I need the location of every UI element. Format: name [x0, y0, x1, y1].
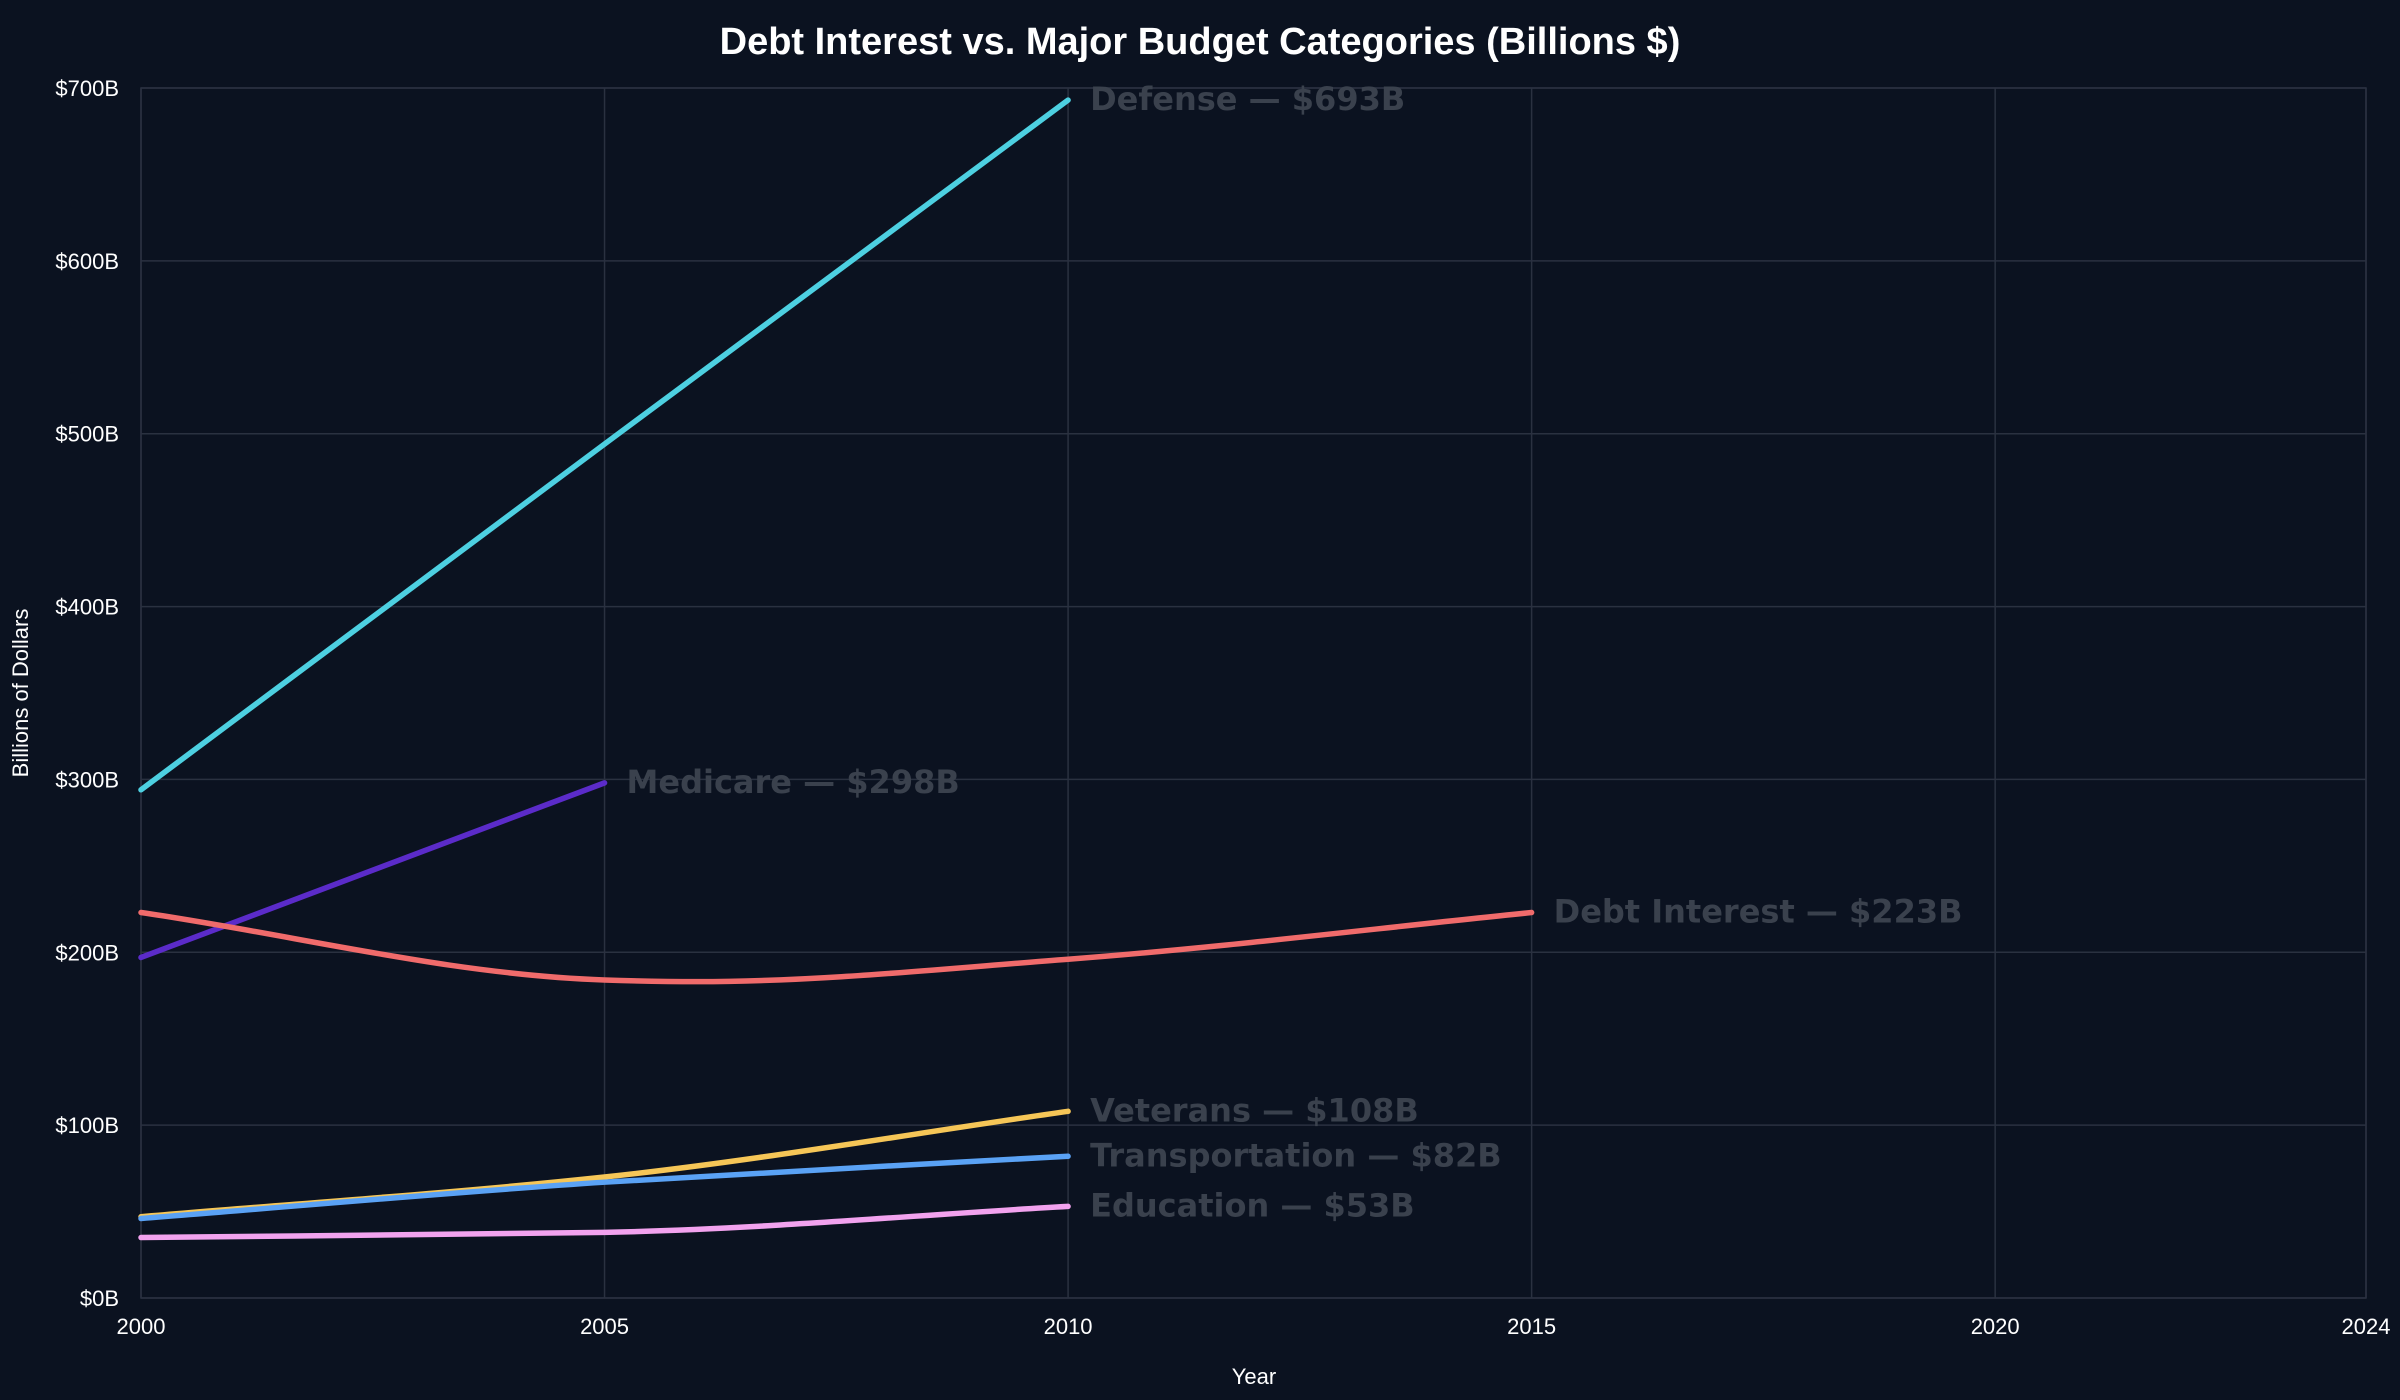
series-line-medicare	[138, 780, 608, 961]
y-tick-label: $100B	[55, 1113, 119, 1138]
end-label-education: Education — $53B	[1090, 1186, 1415, 1224]
x-tick-label: 2010	[1044, 1314, 1093, 1339]
end-label-veterans: Veterans — $108B	[1090, 1091, 1419, 1129]
y-tick-label: $600B	[55, 249, 119, 274]
plot-frame	[140, 87, 2367, 1299]
y-tick-label: $300B	[55, 767, 119, 792]
y-tick-label: $200B	[55, 940, 119, 965]
y-tick-label: $400B	[55, 595, 119, 620]
x-tick-label: 2015	[1507, 1314, 1556, 1339]
tick-labels: 2000 2005 2010 2015 2020 2024 $0B $100B $200B $30…	[55, 76, 2390, 1339]
end-label-defense: Defense — $693B	[1090, 80, 1405, 118]
series-line-defense	[138, 97, 1071, 793]
chart-title: Debt Interest vs. Major Budget Categorie…	[720, 21, 1681, 63]
series-line-transportation	[138, 1153, 1071, 1222]
y-tick-label: $0B	[80, 1286, 119, 1311]
end-label-transportation: Transportation — $82B	[1090, 1136, 1502, 1174]
x-tick-label: 2020	[1971, 1314, 2020, 1339]
series-line-debt-interest	[138, 909, 1535, 985]
end-label-debt-interest: Debt Interest — $223B	[1554, 893, 1963, 931]
series-layer	[138, 97, 1535, 1241]
series-line-education	[138, 1203, 1071, 1241]
y-tick-label: $500B	[55, 422, 119, 447]
x-tick-label: 2000	[117, 1314, 166, 1339]
x-tick-label: 2005	[580, 1314, 629, 1339]
end-labels: Defense — $693B Medicare — $298B Debt Inte…	[627, 80, 1963, 1224]
end-label-medicare: Medicare — $298B	[627, 763, 960, 801]
x-tick-label: 2024	[2342, 1314, 2391, 1339]
y-axis-label: Billions of Dollars	[8, 609, 33, 778]
y-tick-label: $700B	[55, 76, 119, 101]
x-axis-label: Year	[1232, 1364, 1276, 1389]
